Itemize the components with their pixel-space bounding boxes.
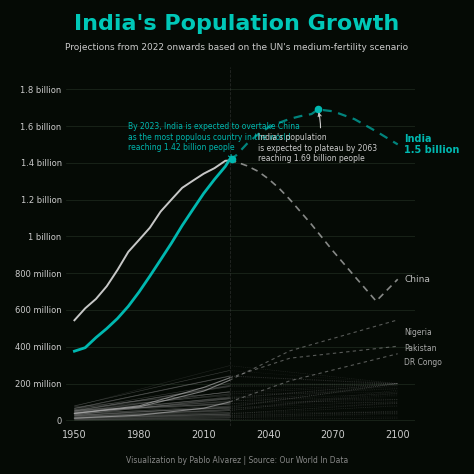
Text: Visualization by Pablo Alvarez | Source: Our World In Data: Visualization by Pablo Alvarez | Source:… <box>126 456 348 465</box>
Text: China: China <box>404 275 430 284</box>
Text: Projections from 2022 onwards based on the UN's medium-fertility scenario: Projections from 2022 onwards based on t… <box>65 43 409 52</box>
Text: By 2023, India is expected to overtake China
as the most populous country in the: By 2023, India is expected to overtake C… <box>128 122 300 158</box>
Text: DR Congo: DR Congo <box>404 358 442 367</box>
Text: India
1.5 billion: India 1.5 billion <box>404 134 460 155</box>
Text: Pakistan: Pakistan <box>404 344 437 353</box>
Point <box>228 155 236 163</box>
Text: India's Population Growth: India's Population Growth <box>74 14 400 34</box>
Point <box>314 106 322 113</box>
Text: India's population
is expected to plateau by 2063
reaching 1.69 billion people: India's population is expected to platea… <box>258 113 377 163</box>
Text: Nigeria: Nigeria <box>404 328 432 337</box>
